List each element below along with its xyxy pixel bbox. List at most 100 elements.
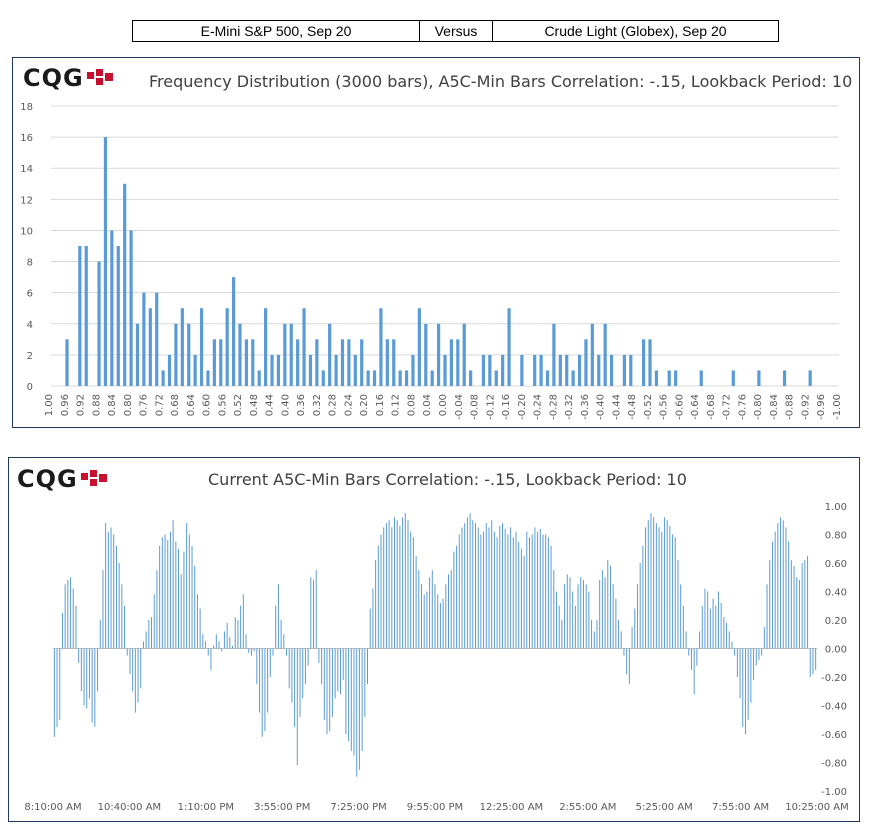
chart1-xtick-label: 0.80	[123, 394, 134, 416]
chart1-bar	[225, 308, 229, 386]
chart2-xtick-label: 10:40:00 AM	[98, 802, 162, 813]
chart2-title: Current A5C-Min Bars Correlation: -.15, …	[208, 470, 687, 489]
chart1-bar	[97, 261, 101, 386]
chart1-bar	[328, 323, 332, 386]
chart1-bar	[167, 354, 172, 386]
chart1-bar	[545, 370, 550, 386]
cqg-logo-2: CQG	[17, 465, 109, 493]
chart1-xtick-label: 0.84	[107, 394, 118, 416]
chart1-xtick-label: -0.72	[722, 394, 733, 420]
chart1-bar	[155, 292, 159, 386]
chart1-xtick-label: -0.48	[627, 394, 638, 420]
chart1-xtick-label: 0.52	[233, 394, 244, 416]
chart1-bar	[340, 339, 345, 386]
chart1-ytick-label: 2	[27, 351, 33, 362]
chart2-xtick-label: 7:55:00 AM	[712, 802, 769, 813]
chart1-bar	[565, 354, 569, 386]
chart1-xtick-label: 0.16	[375, 394, 386, 416]
chart1-bar	[276, 354, 281, 386]
chart1-bar	[78, 246, 82, 386]
chart2-ytick-label: -0.40	[821, 702, 847, 713]
chart1-bar	[808, 370, 812, 386]
chart1-xtick-label: 0.20	[359, 394, 370, 416]
chart1-xtick-label: -0.80	[753, 394, 764, 420]
instrument-a-cell: E-Mini S&P 500, Sep 20	[133, 21, 420, 41]
chart1-bar	[353, 354, 357, 386]
chart1-xtick-label: 0.12	[391, 394, 402, 416]
chart1-bar	[488, 354, 492, 386]
chart1-bar	[103, 137, 108, 386]
chart1-ytick-label: 12	[20, 195, 33, 206]
chart1-bar	[372, 370, 377, 386]
frequency-distribution-panel: CQG Frequency Distribution (3000 bars), …	[12, 57, 860, 428]
instrument-comparison-header: E-Mini S&P 500, Sep 20 Versus Crude Ligh…	[132, 20, 779, 42]
chart1-bar	[590, 323, 594, 386]
chart1-xtick-label: -0.28	[548, 394, 559, 420]
chart1-xtick-label: -0.16	[501, 394, 512, 420]
chart1-bar	[622, 354, 626, 386]
current-correlation-panel: CQG Current A5C-Min Bars Correlation: -.…	[8, 457, 860, 822]
chart1-bar	[533, 354, 537, 386]
cqg-logo: CQG	[23, 64, 115, 92]
chart1-bar	[398, 370, 402, 386]
chart1-bar	[494, 370, 498, 386]
chart1-bar	[206, 370, 210, 386]
chart1-xtick-label: 0.32	[312, 394, 323, 416]
current-correlation-chart: 1.00 0.80 0.60 0.40 0.20 0.00 -0.20 -0.40 -0.60 -…	[24, 502, 849, 813]
chart2-ytick-label: 0.40	[825, 588, 847, 599]
chart1-ytick-label: 4	[27, 320, 33, 331]
chart1-bar	[302, 308, 306, 386]
chart1-bar	[257, 370, 261, 386]
chart1-bar	[321, 370, 325, 386]
chart1-xtick-label: 0.44	[265, 394, 276, 416]
chart2-ytick-label: -0.60	[821, 730, 847, 741]
chart1-xtick-label: -0.08	[470, 394, 481, 420]
chart1-bar	[219, 339, 223, 386]
chart1-bar	[424, 323, 428, 386]
chart1-bar	[411, 354, 415, 386]
chart1-xtick-label: -0.64	[690, 394, 701, 420]
chart1-xtick-label: 0.40	[280, 394, 291, 416]
chart1-bar	[501, 354, 505, 386]
chart1-bar	[129, 230, 133, 386]
chart1-xtick-label: 0.96	[60, 394, 71, 416]
chart1-bar	[231, 277, 236, 386]
chart1-bar	[347, 339, 351, 386]
chart1-bar	[308, 354, 313, 386]
chart1-bar	[667, 370, 671, 386]
chart1-xtick-label: -0.12	[485, 394, 496, 420]
chart1-xtick-label: -0.36	[580, 394, 591, 420]
chart1-xtick-label: -0.04	[454, 394, 465, 420]
chart1-xtick-label: 0.56	[217, 394, 228, 416]
chart1-ytick-label: 16	[20, 133, 33, 144]
chart1-bar	[404, 370, 409, 386]
chart1-bar	[603, 323, 607, 386]
chart1-bar	[629, 354, 633, 386]
chart1-xtick-label: -0.44	[611, 394, 622, 420]
chart1-bar	[699, 370, 703, 386]
chart1-xtick-label: -0.24	[533, 394, 544, 420]
chart2-xtick-label: 10:25:00 AM	[785, 802, 849, 813]
chart1-xtick-label: -1.00	[832, 394, 843, 420]
chart1-bar	[148, 308, 152, 386]
chart1-xtick-label: 0.72	[154, 394, 165, 416]
chart1-bar	[430, 370, 434, 386]
chart1-bar	[238, 323, 242, 386]
chart1-bar	[366, 370, 370, 386]
chart1-bar	[731, 370, 735, 386]
chart1-xtick-label: 0.60	[202, 394, 213, 416]
chart1-bar	[507, 308, 511, 386]
chart1-bar	[379, 308, 383, 386]
chart1-xtick-label: -0.84	[769, 394, 780, 420]
chart1-bar	[289, 323, 293, 386]
chart2-xtick-label: 9:55:00 PM	[407, 802, 463, 813]
chart1-bar	[539, 354, 543, 386]
chart1-xtick-label: 0.08	[406, 394, 417, 416]
chart1-ytick-label: 8	[27, 258, 33, 269]
chart1-bar	[84, 246, 88, 386]
chart1-bar	[443, 354, 447, 386]
chart1-bar	[584, 339, 588, 386]
chart1-bar	[65, 339, 69, 386]
cqg-logo-mark-icon-2	[80, 470, 109, 488]
chart1-bar	[674, 370, 678, 386]
